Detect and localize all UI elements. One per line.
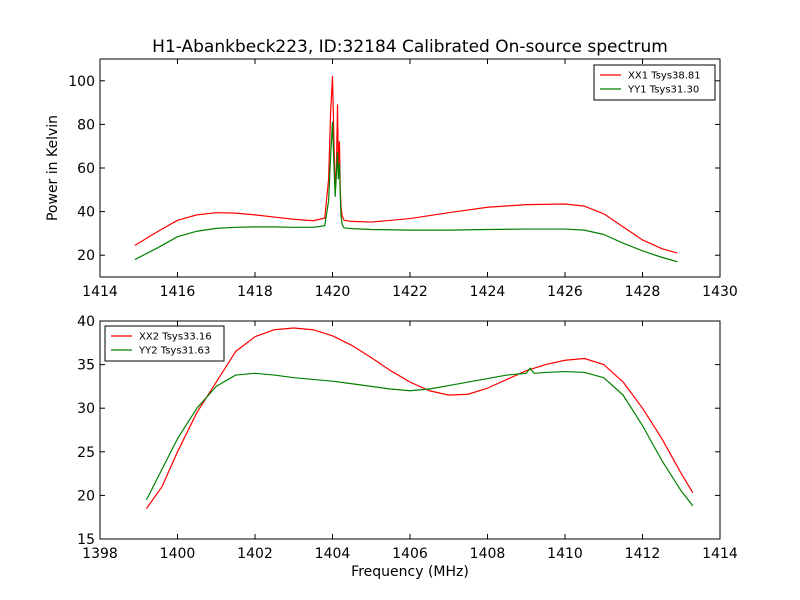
legend: XX2 Tsys33.16 YY2 Tsys31.63	[104, 325, 225, 362]
x-tick-label: 1416	[160, 284, 196, 300]
legend-label: XX1 Tsys38.81	[628, 71, 701, 82]
y-tick-label: 100	[68, 74, 95, 90]
x-tick-label: 1418	[237, 284, 273, 300]
x-tick-label: 1428	[625, 284, 661, 300]
y-tick-label: 40	[77, 314, 95, 330]
x-tick-label: 1398	[82, 546, 118, 562]
x-tick-label: 1422	[392, 284, 428, 300]
legend-label: YY2 Tsys31.63	[138, 346, 210, 357]
chart-title: H1-Abankbeck223, ID:32184 Calibrated On-…	[152, 37, 668, 57]
y-tick-label: 60	[77, 161, 95, 177]
x-tick-label: 1402	[237, 546, 273, 562]
top-spectrum-chart: 1414 1416 1418 1420 1422 1424 1426 1428 1430 20 40…	[45, 37, 738, 300]
y-tick-label: 20	[77, 488, 95, 504]
x-tick-label: 1420	[315, 284, 351, 300]
series-line-xx2	[146, 327, 694, 509]
legend: XX1 Tsys38.81 YY1 Tsys31.30	[593, 64, 716, 101]
y-tick-label: 80	[77, 117, 95, 133]
y-axis-label: Power in Kelvin	[45, 115, 61, 221]
x-tick-label: 1406	[392, 546, 428, 562]
x-tick-label: 1408	[470, 546, 506, 562]
y-tick-label: 25	[77, 445, 95, 461]
x-tick-label: 1400	[160, 546, 196, 562]
x-tick-label: 1424	[470, 284, 506, 300]
series-line-yy1	[134, 121, 678, 263]
x-tick-label: 1426	[547, 284, 583, 300]
bottom-spectrum-chart: 1398 1400 1402 1404 1406 1408 1410 1412 1414 15 20…	[77, 314, 738, 580]
legend-label: XX2 Tsys33.16	[139, 332, 212, 343]
y-tick-label: 40	[77, 205, 95, 221]
legend-box	[104, 325, 225, 362]
x-tick-label: 1412	[625, 546, 661, 562]
x-tick-label: 1404	[315, 546, 351, 562]
y-tick-label: 20	[77, 248, 95, 264]
series-line-yy2	[145, 367, 694, 507]
x-tick-label: 1430	[702, 284, 738, 300]
y-tick-label: 30	[77, 401, 95, 417]
x-axis-label: Frequency (MHz)	[351, 564, 469, 580]
legend-label: YY1 Tsys31.30	[627, 85, 699, 96]
x-tick-label: 1414	[702, 546, 738, 562]
x-tick-label: 1410	[547, 546, 583, 562]
legend-box	[593, 64, 716, 101]
y-tick-label: 35	[77, 358, 95, 374]
y-tick-label: 15	[77, 532, 95, 548]
x-tick-label: 1414	[82, 284, 118, 300]
